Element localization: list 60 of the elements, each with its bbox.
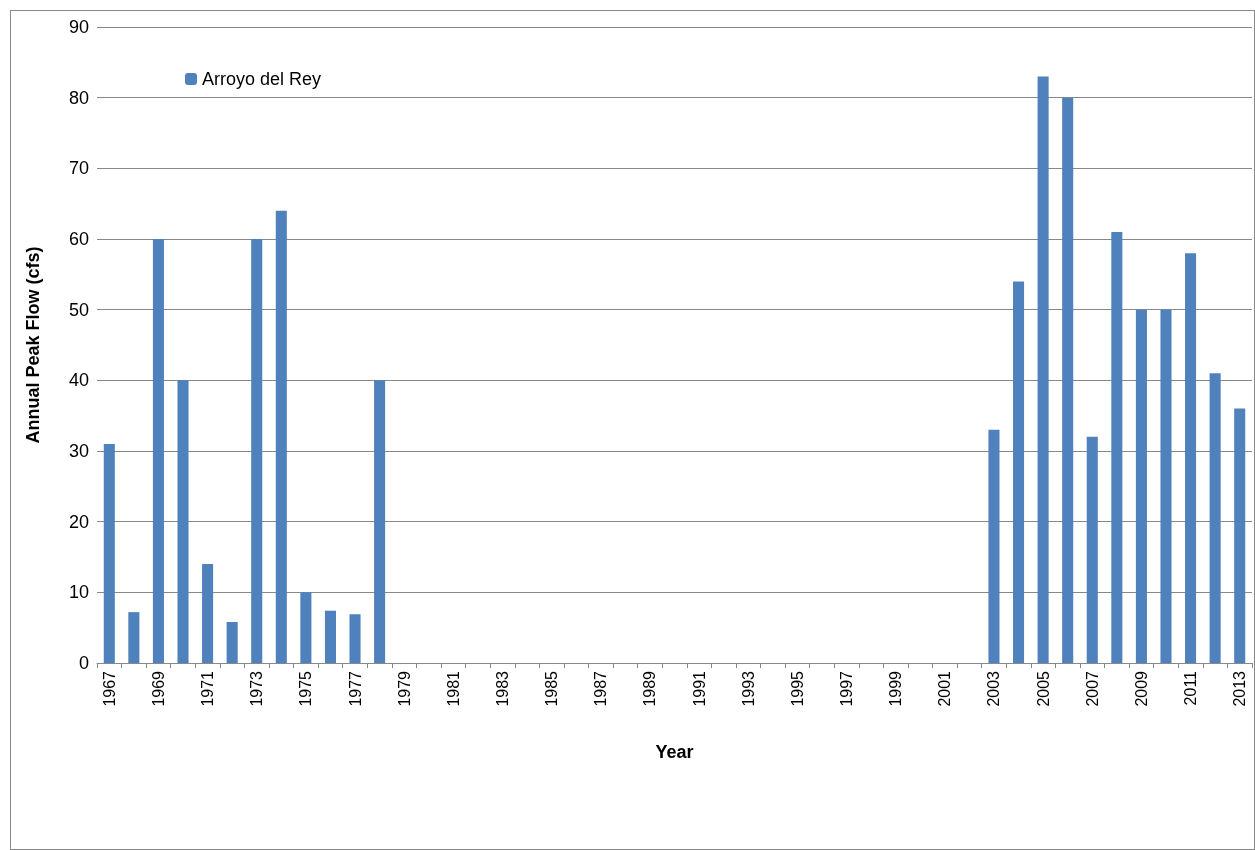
bar — [1185, 253, 1197, 663]
y-tick-label: 90 — [68, 17, 89, 37]
x-axis-title: Year — [655, 742, 694, 762]
bar — [988, 429, 1000, 663]
x-tick-label: 2001 — [936, 670, 954, 707]
bar — [349, 614, 361, 663]
y-tick-label: 0 — [78, 653, 89, 673]
x-tick-label: 1967 — [100, 670, 118, 707]
bar — [324, 610, 336, 663]
bar — [1037, 76, 1049, 663]
y-tick-label: 10 — [68, 582, 89, 603]
y-tick-label: 50 — [68, 299, 89, 320]
x-tick-label: 1999 — [887, 670, 905, 707]
bar — [1062, 97, 1074, 663]
bar — [103, 443, 115, 663]
bar — [1234, 408, 1246, 663]
legend-label: Arroyo del Rey — [202, 69, 322, 89]
bar — [251, 239, 263, 663]
bar — [1209, 373, 1221, 663]
x-tick-label: 1975 — [297, 670, 315, 707]
x-tick-label: 1991 — [690, 670, 708, 707]
y-tick-label: 20 — [68, 511, 89, 532]
x-tick-label: 1997 — [838, 670, 856, 707]
x-tick-label: 1969 — [149, 670, 167, 707]
bar — [128, 612, 140, 663]
y-tick-label: 40 — [68, 370, 89, 391]
bar — [1013, 281, 1025, 663]
x-tick-label: 1981 — [444, 670, 462, 707]
bar — [152, 239, 164, 663]
x-tick-label: 1985 — [543, 670, 561, 707]
bar — [1160, 309, 1172, 663]
bar — [1135, 309, 1147, 663]
x-tick-label: 1989 — [641, 670, 659, 707]
x-tick-label: 2005 — [1034, 670, 1052, 707]
x-tick-label: 1971 — [199, 670, 217, 707]
bar — [226, 622, 238, 663]
x-tick-label: 2013 — [1231, 670, 1249, 707]
x-tick-label: 2011 — [1182, 670, 1200, 706]
x-tick-label: 1993 — [739, 670, 757, 707]
x-tick-label: 2003 — [985, 670, 1003, 707]
x-tick-label: 1977 — [346, 670, 364, 707]
x-tick-label: 1973 — [248, 670, 266, 707]
bar — [300, 592, 312, 663]
x-tick-label: 1987 — [592, 670, 610, 707]
y-tick-label: 70 — [68, 158, 89, 179]
x-tick-label: 1979 — [395, 670, 413, 707]
y-tick-label: 30 — [68, 441, 89, 461]
bar — [1111, 231, 1123, 663]
bar — [275, 210, 287, 663]
bar — [202, 564, 214, 663]
bar — [177, 380, 189, 663]
y-tick-label: 80 — [68, 87, 89, 108]
y-tick-label: 60 — [68, 229, 89, 249]
x-tick-label: 1995 — [788, 670, 806, 707]
x-tick-label: 1983 — [493, 670, 511, 707]
x-tick-label: 2009 — [1132, 670, 1150, 707]
y-axis-title: Annual Peak Flow (cfs) — [23, 246, 43, 444]
bar — [1086, 436, 1098, 663]
bar — [374, 380, 386, 663]
x-tick-label: 2007 — [1083, 670, 1101, 707]
